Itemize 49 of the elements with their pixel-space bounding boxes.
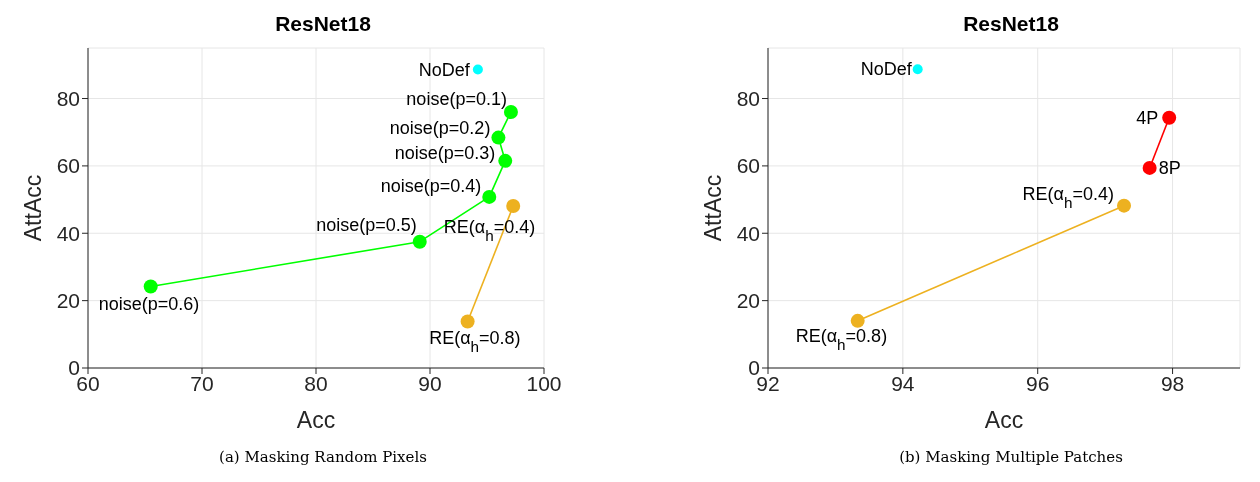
x-tick-label: 70: [190, 371, 214, 395]
point: [1162, 110, 1177, 125]
x-axis-title: Acc: [984, 407, 1024, 433]
annotation: NoDef: [860, 59, 913, 80]
point: [850, 313, 865, 328]
x-tick-label: 96: [1026, 371, 1050, 395]
point: [912, 64, 923, 75]
y-tick-label: 80: [736, 86, 760, 110]
annotation: noise(p=0.1): [406, 89, 507, 109]
annotation: noise(p=0.5): [316, 214, 417, 235]
point: [472, 64, 483, 75]
x-axis-title: Acc: [296, 407, 336, 433]
y-tick-label: 80: [56, 86, 80, 110]
text: (b) Masking Multiple Patches: [898, 448, 1124, 466]
point: [482, 189, 497, 204]
chart-title: ResNet18: [274, 12, 372, 36]
y-tick-label: 20: [56, 289, 80, 313]
point: [1117, 198, 1132, 213]
annotation: RE(α$_{h}$=0.8): [795, 325, 888, 353]
y-tick-label: 60: [56, 154, 80, 178]
y-tick-label: 40: [736, 221, 760, 245]
y-tick-label: 40: [56, 221, 80, 245]
x-tick-label: 90: [418, 371, 442, 395]
annotation: RE(α$_{h}$=0.4): [1022, 183, 1115, 211]
annotation: noise(p=0.2): [389, 117, 491, 138]
x-tick-label: 94: [891, 371, 915, 395]
annotation: noise(p=0.4): [380, 175, 482, 196]
y-axis-title: AttAcc: [20, 174, 47, 242]
point: [412, 234, 427, 249]
annotation: NoDef: [418, 59, 471, 80]
point: [460, 314, 475, 329]
point: [491, 130, 506, 145]
text: (a) Masking Random Pixels: [218, 448, 428, 466]
point: [143, 279, 158, 294]
chart-title: ResNet18: [962, 12, 1060, 36]
point: [506, 198, 521, 213]
annotation: noise(p=0.6): [98, 294, 200, 315]
x-tick-label: 80: [304, 371, 328, 395]
y-tick-label: 60: [736, 154, 760, 178]
point: [498, 153, 513, 168]
x-tick-label: 100: [526, 371, 562, 395]
y-axis-title: AttAcc: [700, 174, 727, 242]
point: [1142, 160, 1157, 175]
annotation: RE(α$_{h}$=0.8): [429, 327, 521, 355]
annotation: 8P: [1158, 157, 1181, 178]
y-tick-label: 20: [736, 289, 760, 313]
annotation: noise(p=0.3): [394, 142, 496, 163]
x-tick-label: 98: [1160, 371, 1185, 395]
annotation: 4P: [1136, 107, 1159, 128]
